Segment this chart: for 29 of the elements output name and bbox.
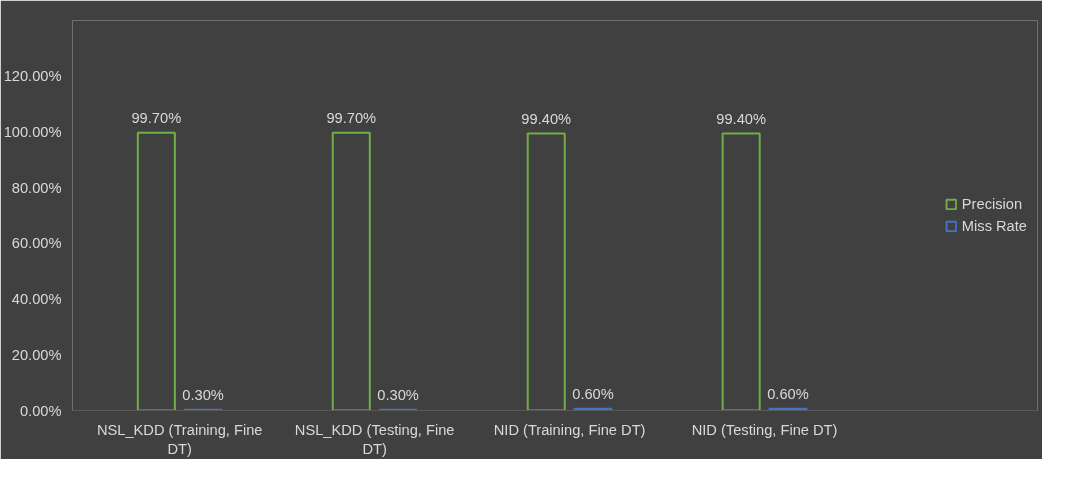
y-tick-label: 80.00% <box>11 179 62 196</box>
x-tick-label: NSL_KDD (Testing, Fine DT) <box>294 421 455 457</box>
data-label: 0.30% <box>377 386 419 403</box>
data-label: 99.70% <box>326 109 377 126</box>
x-tick-label: NSL_KDD (Training, Fine DT) <box>96 421 263 457</box>
bar <box>526 132 566 411</box>
bar <box>183 408 223 411</box>
bar <box>768 407 808 411</box>
legend-label: Precision <box>961 196 1023 212</box>
y-tick-label: 40.00% <box>11 291 62 308</box>
y-tick-label: 20.00% <box>11 346 62 363</box>
data-label: 99.40% <box>521 110 572 127</box>
y-tick-label: 100.00% <box>3 123 62 140</box>
data-label: 99.70% <box>131 109 182 126</box>
data-label: 0.30% <box>182 386 224 403</box>
bar <box>573 407 613 411</box>
y-tick-label: 60.00% <box>11 235 62 252</box>
data-label: 0.60% <box>767 385 809 402</box>
x-tick-label: NID (Testing, Fine DT) <box>691 421 838 438</box>
bar <box>721 132 761 411</box>
bar <box>136 131 176 411</box>
y-tick-label: 120.00% <box>3 68 62 85</box>
data-label: 0.60% <box>572 385 614 402</box>
y-tick-label: 0.00% <box>19 402 62 419</box>
x-tick-label: NID (Training, Fine DT) <box>493 421 646 438</box>
legend-label: Miss Rate <box>961 218 1027 234</box>
data-label: 99.40% <box>716 110 767 127</box>
bar <box>378 408 418 411</box>
bar <box>331 131 371 411</box>
